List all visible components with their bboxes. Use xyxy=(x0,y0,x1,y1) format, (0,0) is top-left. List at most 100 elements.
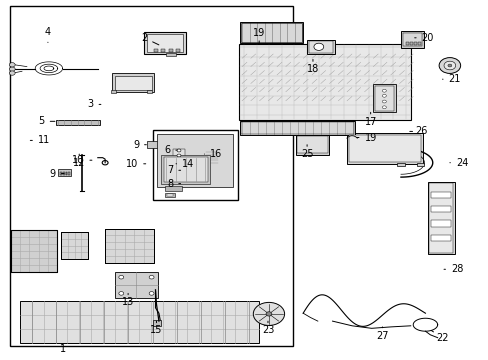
Bar xyxy=(409,42,412,45)
Bar xyxy=(240,122,353,134)
Bar xyxy=(163,157,207,182)
Bar xyxy=(68,172,70,175)
Bar xyxy=(111,90,116,93)
Bar xyxy=(161,49,165,52)
Bar xyxy=(374,86,393,111)
Bar xyxy=(61,232,88,259)
Text: 16: 16 xyxy=(204,149,222,159)
Circle shape xyxy=(447,64,451,67)
Circle shape xyxy=(177,164,181,167)
Bar xyxy=(400,31,424,48)
Bar xyxy=(161,155,210,184)
Bar xyxy=(105,229,154,263)
Text: 12: 12 xyxy=(73,154,85,168)
Bar xyxy=(372,84,395,112)
Text: 14: 14 xyxy=(176,159,194,169)
Circle shape xyxy=(265,312,271,316)
Bar xyxy=(172,149,185,168)
Text: 5: 5 xyxy=(39,116,55,126)
Bar xyxy=(152,320,161,326)
Bar xyxy=(65,172,67,175)
Text: 7: 7 xyxy=(167,165,180,175)
Circle shape xyxy=(177,159,181,162)
Bar xyxy=(146,34,183,52)
Circle shape xyxy=(443,61,455,70)
Text: 21: 21 xyxy=(442,74,460,84)
Bar xyxy=(348,135,420,162)
Bar xyxy=(152,130,238,200)
Text: 10: 10 xyxy=(72,155,92,165)
Bar xyxy=(146,90,151,93)
Text: 10: 10 xyxy=(125,159,145,169)
Text: 26: 26 xyxy=(409,126,427,136)
Circle shape xyxy=(149,275,154,279)
Bar xyxy=(154,49,158,52)
Text: 9: 9 xyxy=(50,168,64,179)
Polygon shape xyxy=(238,44,410,120)
Text: 19: 19 xyxy=(356,132,376,143)
Text: 4: 4 xyxy=(45,27,51,42)
Bar xyxy=(417,42,420,45)
Circle shape xyxy=(253,302,284,325)
Bar xyxy=(168,49,172,52)
Text: 3: 3 xyxy=(87,99,101,109)
Circle shape xyxy=(9,67,15,71)
Circle shape xyxy=(382,106,386,109)
Bar xyxy=(112,73,154,92)
Text: 28: 28 xyxy=(443,264,463,274)
Circle shape xyxy=(177,149,181,152)
Text: 17: 17 xyxy=(364,112,376,127)
Text: 23: 23 xyxy=(261,321,274,336)
Circle shape xyxy=(9,63,15,67)
Bar xyxy=(239,22,303,43)
Bar xyxy=(115,76,151,90)
Bar xyxy=(146,141,160,148)
Circle shape xyxy=(382,100,386,103)
Bar xyxy=(430,206,450,212)
Bar xyxy=(176,49,180,52)
Circle shape xyxy=(149,292,154,295)
Bar xyxy=(430,220,450,227)
Bar xyxy=(58,169,71,176)
Bar xyxy=(115,272,158,298)
Text: 9: 9 xyxy=(133,140,146,150)
Text: 1: 1 xyxy=(60,344,65,354)
Bar xyxy=(430,235,450,241)
Circle shape xyxy=(177,154,181,157)
Bar xyxy=(56,120,100,125)
Circle shape xyxy=(438,58,460,73)
Bar xyxy=(10,6,293,346)
Circle shape xyxy=(119,292,123,295)
Text: 11: 11 xyxy=(30,135,50,145)
Bar xyxy=(396,163,404,166)
Bar xyxy=(239,121,354,135)
Text: 22: 22 xyxy=(430,330,448,343)
Text: 27: 27 xyxy=(375,327,388,341)
Text: 15: 15 xyxy=(150,321,163,336)
Text: 2: 2 xyxy=(141,33,159,45)
Bar xyxy=(427,182,454,254)
Text: 25: 25 xyxy=(300,145,313,159)
Bar xyxy=(20,301,259,343)
Bar xyxy=(306,40,335,54)
Bar xyxy=(308,41,333,53)
Bar xyxy=(405,42,408,45)
Bar xyxy=(402,33,422,46)
Circle shape xyxy=(313,43,323,50)
Bar xyxy=(167,194,173,196)
Bar xyxy=(346,133,422,164)
Text: 19: 19 xyxy=(252,28,265,43)
Bar xyxy=(11,230,57,272)
Text: 24: 24 xyxy=(449,158,468,168)
Bar xyxy=(171,147,186,170)
Text: 13: 13 xyxy=(122,293,134,307)
Bar xyxy=(165,193,175,197)
Bar xyxy=(416,163,424,166)
Bar xyxy=(295,135,328,155)
Bar xyxy=(205,147,219,166)
Bar xyxy=(165,186,182,191)
Text: 20: 20 xyxy=(414,33,433,43)
Circle shape xyxy=(382,94,386,97)
Circle shape xyxy=(382,89,386,92)
Circle shape xyxy=(9,71,15,75)
